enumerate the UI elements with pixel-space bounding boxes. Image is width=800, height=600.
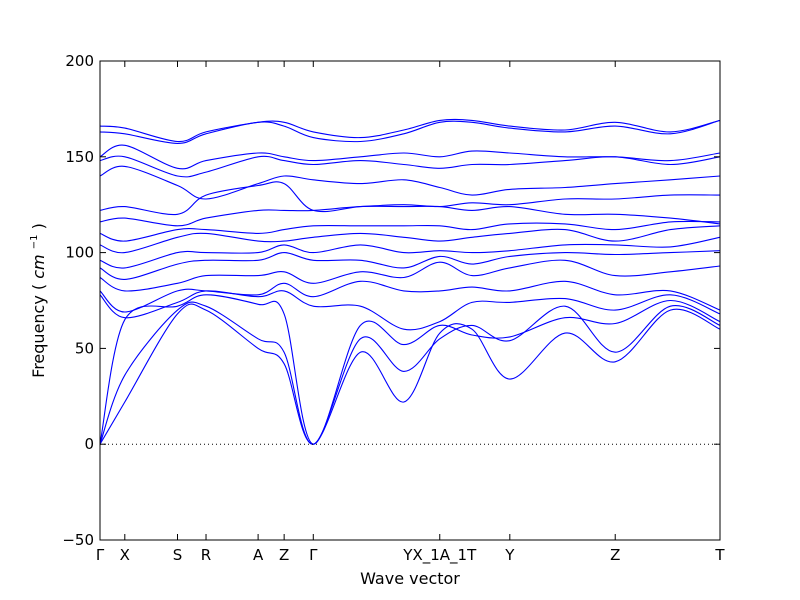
band-lines <box>99 118 721 445</box>
band-line-13 <box>99 165 721 200</box>
y-axis-label-exp: −1 <box>29 235 40 250</box>
y-axis-label-unit: cm <box>29 254 48 278</box>
y-tick-label: −50 <box>62 531 94 549</box>
band-line-17 <box>99 118 721 143</box>
y-tick-label: 0 <box>84 435 94 453</box>
y-tick-label: 200 <box>65 52 94 70</box>
band-line-11 <box>99 205 721 227</box>
x-tick-label: Z <box>279 546 289 564</box>
x-axis-label: Wave vector <box>360 569 460 588</box>
band-line-6 <box>99 259 721 292</box>
band-line-15 <box>99 144 721 170</box>
band-line-5 <box>99 280 721 313</box>
x-tick-label: T <box>714 546 725 564</box>
x-tick-label: YX_1A_1T <box>402 546 477 565</box>
band-line-10 <box>99 220 721 242</box>
y-axis-label-close: ) <box>29 223 48 229</box>
x-tick-label: A <box>253 546 264 564</box>
y-tick-label: 50 <box>75 339 94 357</box>
x-tick-label: Z <box>610 546 620 564</box>
x-tick-label: S <box>173 546 183 564</box>
band-line-2 <box>99 301 721 445</box>
band-line-4 <box>99 290 721 331</box>
y-axis-label-text: Frequency <box>29 295 48 378</box>
plot-frame <box>99 60 721 541</box>
band-line-9 <box>99 225 721 254</box>
x-tick-label: X <box>120 546 130 564</box>
x-tick-label: R <box>201 546 211 564</box>
x-ticks: Γ X S R A Z Γ YX_1A_1T Y Z T <box>96 61 725 565</box>
x-tick-label: Γ <box>309 546 318 564</box>
band-line-14 <box>99 155 721 178</box>
band-line-8 <box>99 236 721 269</box>
band-line-16 <box>99 119 721 144</box>
band-line-7 <box>99 250 721 280</box>
y-axis-label: Frequency ( cm −1 ) <box>22 223 48 378</box>
y-ticks: −50 0 50 100 150 200 <box>62 52 720 549</box>
y-tick-label: 100 <box>65 244 94 262</box>
band-line-1 <box>99 303 721 445</box>
band-line-3 <box>99 294 721 445</box>
y-axis-label-open: ( <box>29 284 48 290</box>
x-tick-label: Y <box>504 546 515 564</box>
band-line-12 <box>99 181 721 216</box>
y-tick-label: 150 <box>65 148 94 166</box>
x-tick-label: Γ <box>96 546 105 564</box>
